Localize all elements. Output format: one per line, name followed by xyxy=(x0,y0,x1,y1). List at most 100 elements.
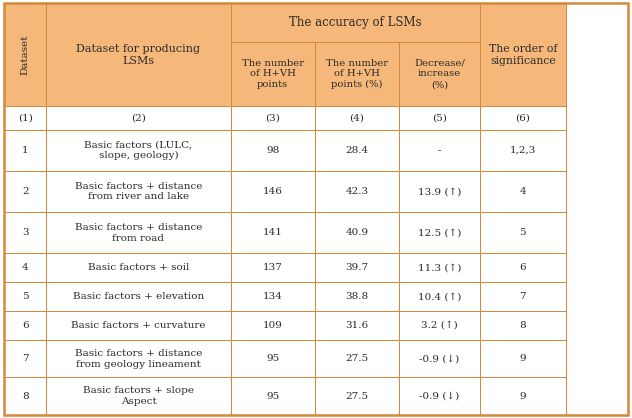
Text: (4): (4) xyxy=(349,113,364,122)
Bar xyxy=(46,106,231,130)
Bar xyxy=(4,253,46,282)
Bar xyxy=(4,311,46,340)
Text: 95: 95 xyxy=(266,392,279,401)
Bar xyxy=(399,42,480,106)
Bar xyxy=(315,171,399,212)
Bar xyxy=(46,171,231,212)
Bar xyxy=(231,106,315,130)
Text: 7: 7 xyxy=(520,292,526,301)
Bar xyxy=(480,3,566,106)
Text: 8: 8 xyxy=(22,392,28,401)
Text: Basic factors + soil: Basic factors + soil xyxy=(88,263,189,272)
Text: 40.9: 40.9 xyxy=(345,228,368,237)
Bar xyxy=(315,377,399,415)
Text: -0.9 (↓): -0.9 (↓) xyxy=(420,354,459,363)
Bar xyxy=(46,253,231,282)
Bar xyxy=(46,3,231,106)
Text: 95: 95 xyxy=(266,354,279,363)
Bar xyxy=(4,130,46,171)
Bar xyxy=(4,282,46,311)
Bar xyxy=(231,282,315,311)
Text: 98: 98 xyxy=(266,146,279,155)
Bar xyxy=(4,106,46,130)
Text: -0.9 (↓): -0.9 (↓) xyxy=(420,392,459,401)
Text: 6: 6 xyxy=(520,263,526,272)
Text: 1: 1 xyxy=(22,146,28,155)
Text: 11.3 (↑): 11.3 (↑) xyxy=(418,263,461,272)
Bar xyxy=(399,282,480,311)
Bar xyxy=(480,377,566,415)
Bar xyxy=(315,282,399,311)
Text: 5: 5 xyxy=(520,228,526,237)
Text: (2): (2) xyxy=(131,113,146,122)
Text: 10.4 (↑): 10.4 (↑) xyxy=(418,292,461,301)
Text: 4: 4 xyxy=(520,187,526,196)
Text: 42.3: 42.3 xyxy=(345,187,368,196)
Bar xyxy=(4,3,46,106)
Text: 38.8: 38.8 xyxy=(345,292,368,301)
Text: Dataset for producing
LSMs: Dataset for producing LSMs xyxy=(76,43,200,66)
Bar xyxy=(315,42,399,106)
Bar xyxy=(231,130,315,171)
Bar xyxy=(231,377,315,415)
Bar xyxy=(480,212,566,253)
Text: 13.9 (↑): 13.9 (↑) xyxy=(418,187,461,196)
Text: 137: 137 xyxy=(263,263,283,272)
Text: Basic factors + distance
from river and lake: Basic factors + distance from river and … xyxy=(75,182,202,201)
Text: Dataset: Dataset xyxy=(21,34,30,75)
Text: 7: 7 xyxy=(22,354,28,363)
Bar xyxy=(399,311,480,340)
Bar xyxy=(46,282,231,311)
Text: 27.5: 27.5 xyxy=(345,354,368,363)
Text: 28.4: 28.4 xyxy=(345,146,368,155)
Text: -: - xyxy=(438,146,441,155)
Bar xyxy=(231,171,315,212)
Bar xyxy=(399,377,480,415)
Bar xyxy=(231,311,315,340)
Bar xyxy=(231,340,315,377)
Text: The accuracy of LSMs: The accuracy of LSMs xyxy=(289,16,422,29)
Bar xyxy=(315,130,399,171)
Text: 8: 8 xyxy=(520,321,526,330)
Text: 5: 5 xyxy=(22,292,28,301)
Text: Basic factors + distance
from road: Basic factors + distance from road xyxy=(75,223,202,243)
Bar xyxy=(46,311,231,340)
Bar xyxy=(480,311,566,340)
Text: 12.5 (↑): 12.5 (↑) xyxy=(418,228,461,237)
Text: 4: 4 xyxy=(22,263,28,272)
Bar xyxy=(4,171,46,212)
Bar xyxy=(399,130,480,171)
Bar xyxy=(315,340,399,377)
Text: Basic factors + slope
Aspect: Basic factors + slope Aspect xyxy=(83,386,194,406)
Text: Basic factors (LULC,
slope, geology): Basic factors (LULC, slope, geology) xyxy=(85,140,193,161)
Bar xyxy=(46,377,231,415)
Bar xyxy=(480,130,566,171)
Bar xyxy=(480,106,566,130)
Text: 109: 109 xyxy=(263,321,283,330)
Bar xyxy=(46,340,231,377)
Text: Basic factors + distance
from geology lineament: Basic factors + distance from geology li… xyxy=(75,349,202,369)
Text: 6: 6 xyxy=(22,321,28,330)
Bar xyxy=(231,253,315,282)
Bar xyxy=(480,340,566,377)
Bar xyxy=(315,311,399,340)
Bar xyxy=(399,212,480,253)
Text: Decrease/
increase
(%): Decrease/ increase (%) xyxy=(414,59,465,89)
Bar xyxy=(4,340,46,377)
Bar xyxy=(46,130,231,171)
Text: (6): (6) xyxy=(516,113,530,122)
Bar xyxy=(231,212,315,253)
Bar xyxy=(315,106,399,130)
Bar xyxy=(399,253,480,282)
Text: (1): (1) xyxy=(18,113,33,122)
Bar xyxy=(231,42,315,106)
Bar xyxy=(4,212,46,253)
Bar xyxy=(399,171,480,212)
Text: 3.2 (↑): 3.2 (↑) xyxy=(421,321,458,330)
Text: 1,2,3: 1,2,3 xyxy=(509,146,536,155)
Bar xyxy=(4,377,46,415)
Text: 2: 2 xyxy=(22,187,28,196)
Bar xyxy=(480,171,566,212)
Bar xyxy=(480,253,566,282)
Bar xyxy=(480,282,566,311)
